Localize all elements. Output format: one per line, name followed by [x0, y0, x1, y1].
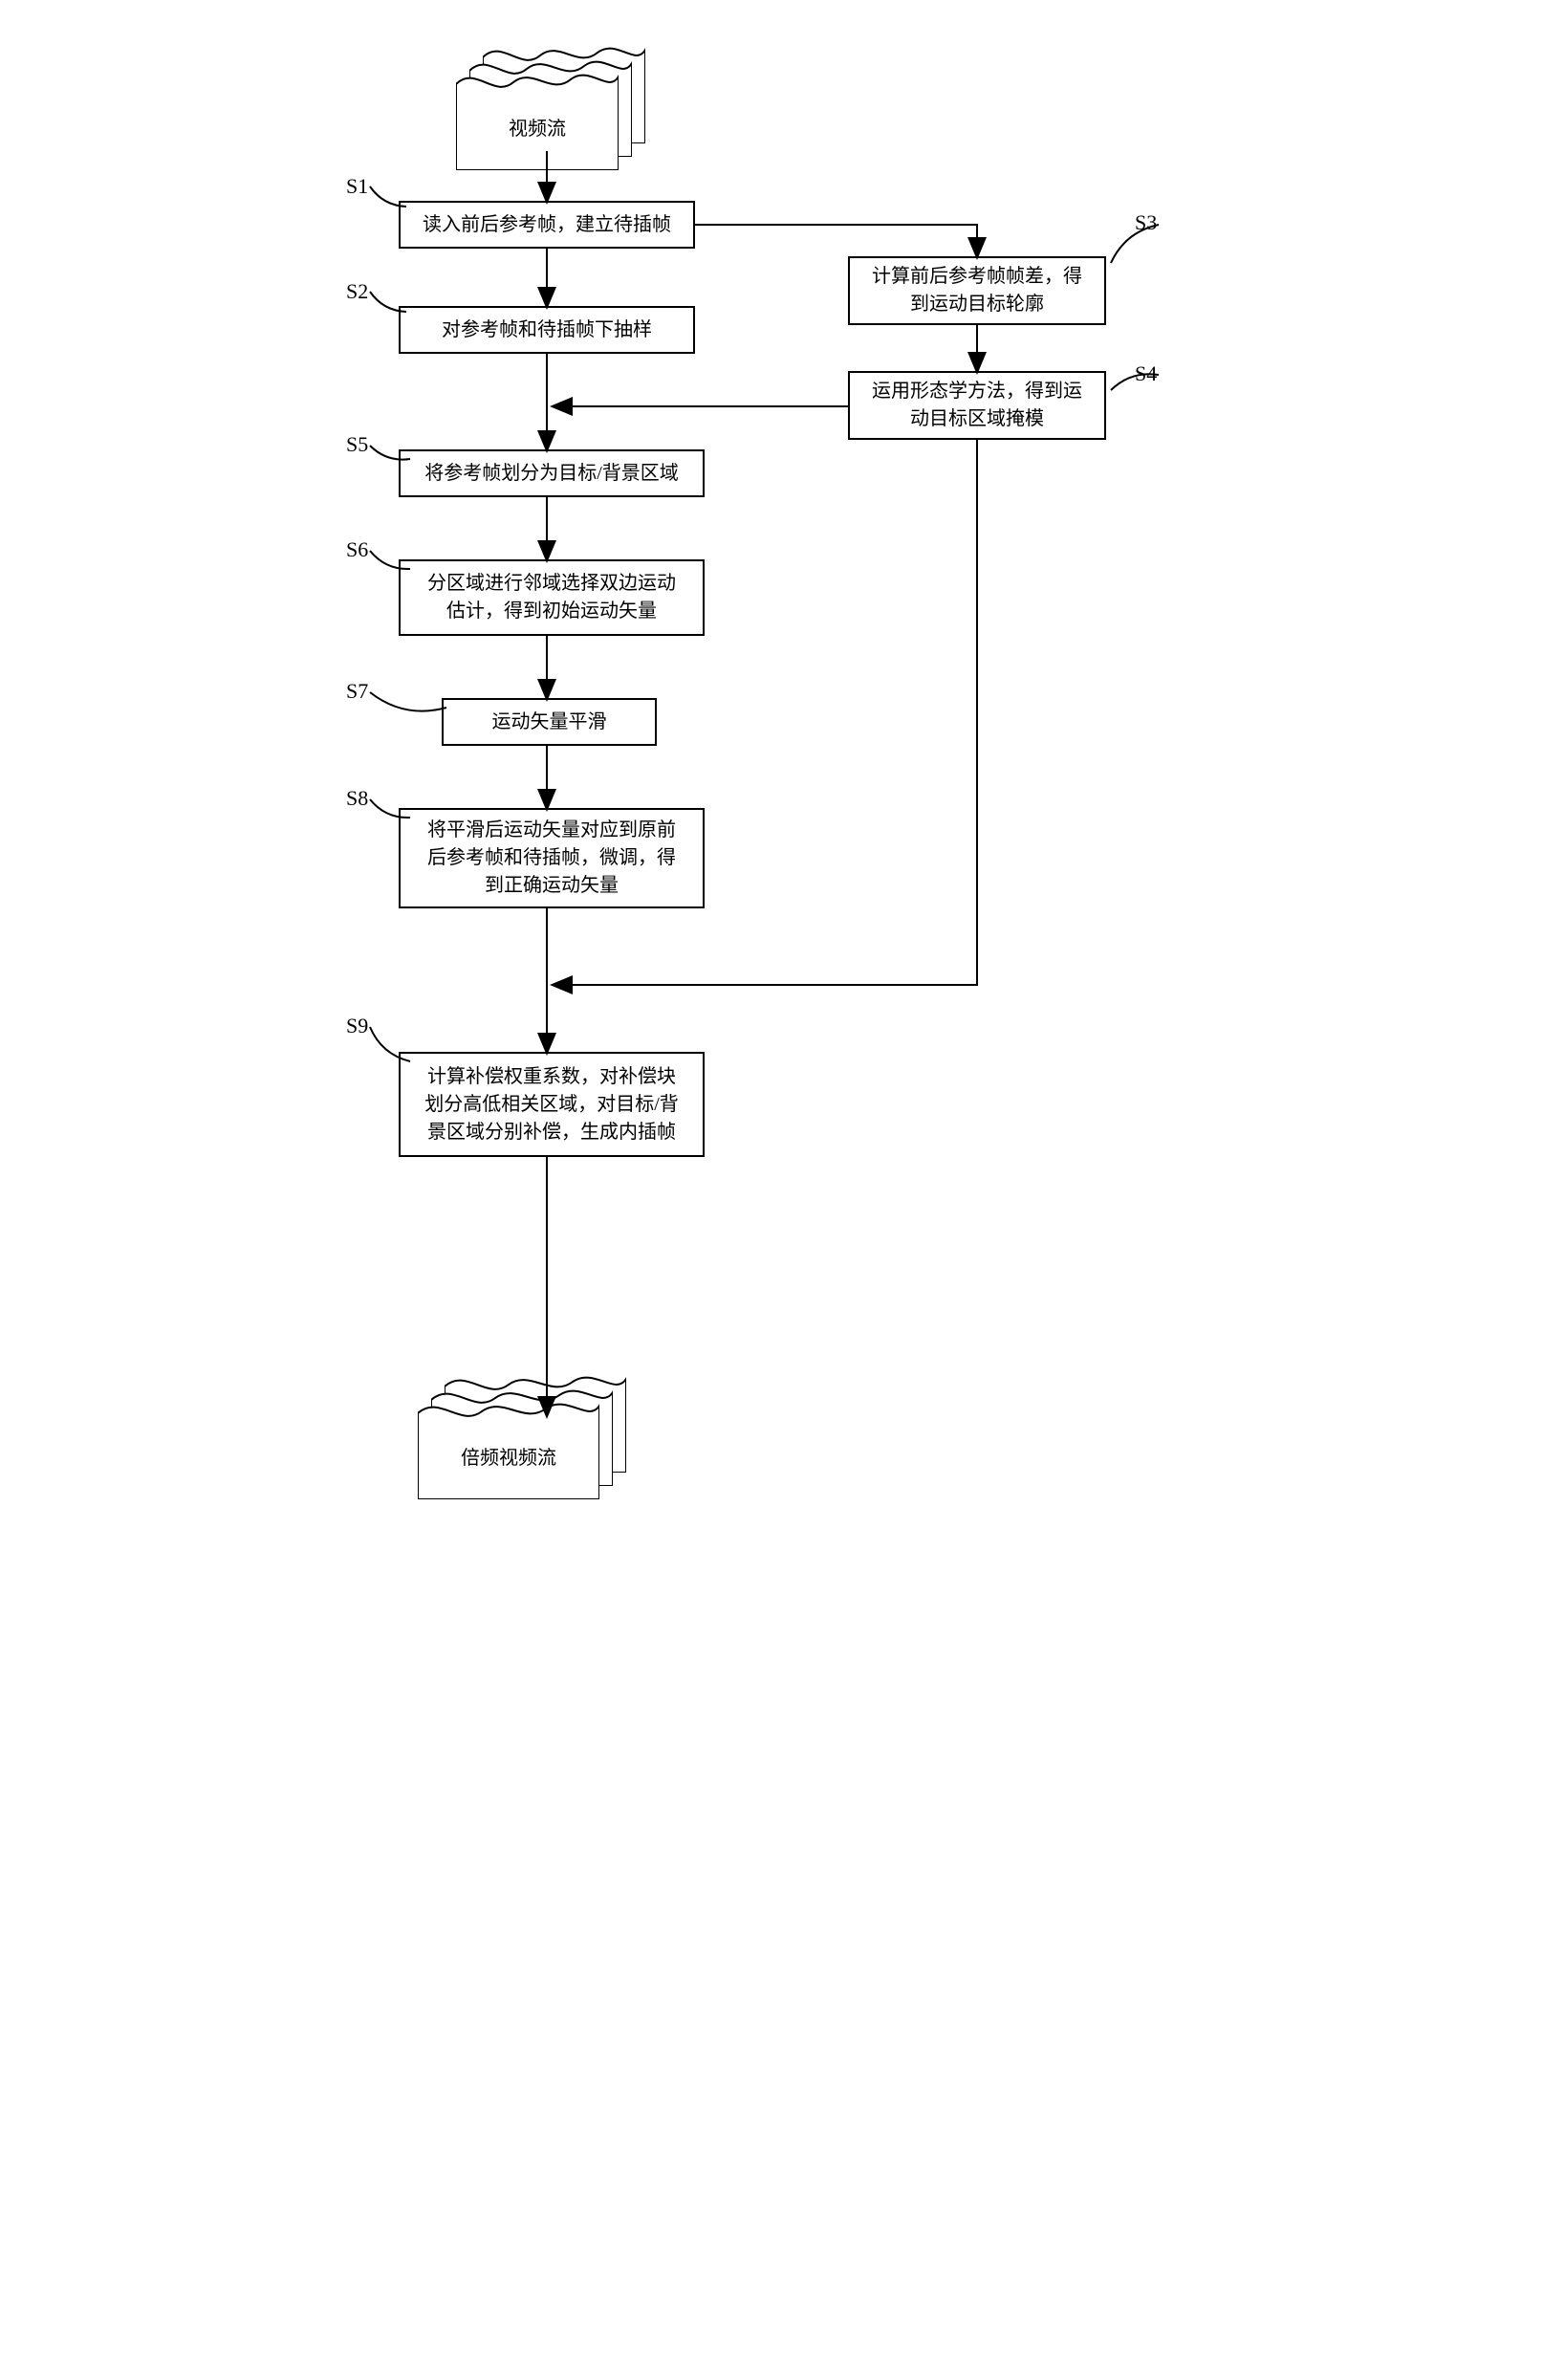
- flow-step-s1: 读入前后参考帧，建立待插帧: [399, 201, 695, 249]
- document-label: 倍频视频流: [418, 1442, 599, 1470]
- step-label-s3: S3: [1135, 210, 1157, 235]
- flow-step-s7: 运动矢量平滑: [442, 698, 657, 746]
- step-label-s9: S9: [346, 1014, 368, 1038]
- document-label: 视频流: [456, 113, 619, 141]
- flow-step-s2: 对参考帧和待插帧下抽样: [399, 306, 695, 354]
- flow-step-s5: 将参考帧划分为目标/背景区域: [399, 449, 705, 497]
- flow-step-s6: 分区域进行邻域选择双边运动估计，得到初始运动矢量: [399, 559, 705, 636]
- step-label-s7: S7: [346, 679, 368, 704]
- step-label-s6: S6: [346, 537, 368, 562]
- step-label-s4: S4: [1135, 361, 1157, 386]
- step-label-s1: S1: [346, 174, 368, 199]
- connector-layer: [293, 29, 1250, 1511]
- flow-step-s3: 计算前后参考帧帧差，得到运动目标轮廓: [848, 256, 1106, 325]
- step-label-s2: S2: [346, 279, 368, 304]
- flow-step-s4: 运用形态学方法，得到运动目标区域掩模: [848, 371, 1106, 440]
- step-label-s5: S5: [346, 432, 368, 457]
- step-label-s8: S8: [346, 786, 368, 811]
- document-stack: 视频流: [456, 38, 645, 170]
- flow-step-s8: 将平滑后运动矢量对应到原前后参考帧和待插帧，微调，得到正确运动矢量: [399, 808, 705, 908]
- flow-step-s9: 计算补偿权重系数，对补偿块划分高低相关区域，对目标/背景区域分别补偿，生成内插帧: [399, 1052, 705, 1157]
- document-stack: 倍频视频流: [418, 1367, 626, 1499]
